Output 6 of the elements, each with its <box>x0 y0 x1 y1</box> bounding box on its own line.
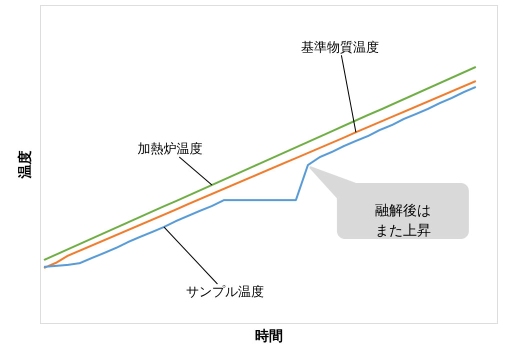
x-axis-title: 時間 <box>255 328 283 344</box>
text: 基準物質温度 <box>300 39 379 56</box>
text: 加熱炉温度 <box>137 140 202 157</box>
annotation: 融解後はまた上昇 <box>374 203 431 240</box>
y-axis-title: 温度 <box>16 150 34 180</box>
text: サンプル温度 <box>186 284 264 300</box>
